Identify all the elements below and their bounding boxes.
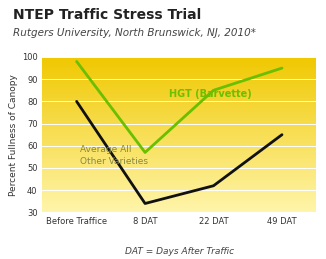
Text: Rutgers University, North Brunswick, NJ, 2010*: Rutgers University, North Brunswick, NJ,… [13, 28, 256, 39]
Text: HGT (Barvette): HGT (Barvette) [169, 89, 252, 99]
Text: NTEP Traffic Stress Trial: NTEP Traffic Stress Trial [13, 8, 201, 22]
Text: DAT = Days After Traffic: DAT = Days After Traffic [125, 247, 234, 256]
Y-axis label: Percent Fullness of Canopy: Percent Fullness of Canopy [8, 74, 18, 196]
Text: Average All
Other Varieties: Average All Other Varieties [80, 145, 148, 166]
